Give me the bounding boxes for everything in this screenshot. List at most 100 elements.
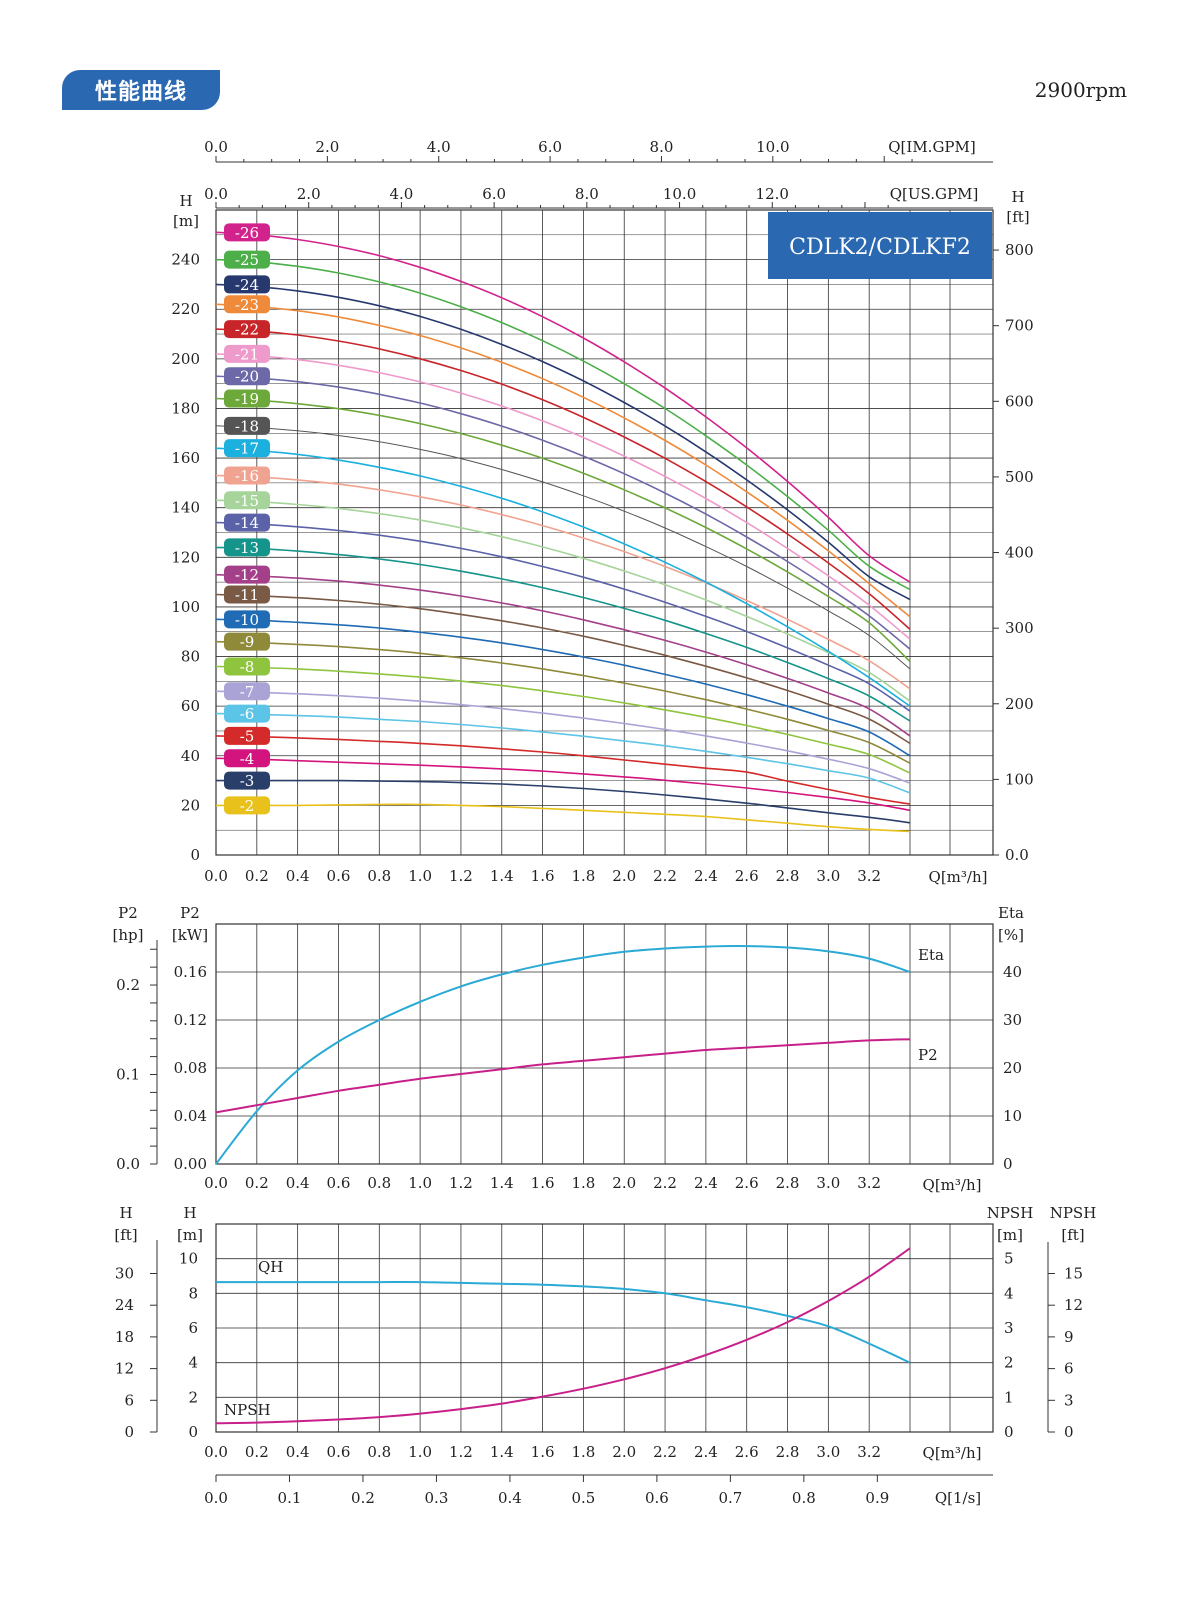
us-gpm-tick-label: 4.0 <box>389 185 413 203</box>
ls-tick-label: 0.1 <box>278 1489 302 1507</box>
hq-series-badge <box>224 657 270 676</box>
pe-x-tick-label: 3.0 <box>816 1174 840 1192</box>
hq-curve-m14 <box>215 521 911 712</box>
hq-series-badge <box>224 439 270 458</box>
np-hft-axis-unit: [ft] <box>114 1226 137 1244</box>
np-hft-tick-label: 0 <box>124 1423 134 1441</box>
ls-tick-label: 0.8 <box>792 1489 816 1507</box>
hq-y-tick-label: 100 <box>171 598 200 616</box>
hq-y-tick-label: 80 <box>181 648 200 666</box>
hq-y-axis-unit: [m] <box>173 212 199 230</box>
hq-curve-m6 <box>215 712 911 794</box>
hq-curve-m20 <box>215 375 911 650</box>
pe-eta-tick-label: 20 <box>1003 1059 1022 1077</box>
np-npsh-axis-unit: [m] <box>997 1226 1023 1244</box>
np-x-tick-label: 3.0 <box>816 1443 840 1461</box>
hq-series-badge <box>224 320 270 339</box>
model-label: CDLK2/CDLKF2 <box>789 235 971 260</box>
hq-x-tick-label: 1.0 <box>408 867 432 885</box>
np-h-tick-label: 8 <box>188 1284 198 1302</box>
ls-tick-label: 0.3 <box>425 1489 449 1507</box>
us-gpm-axis-label: Q[US.GPM] <box>890 185 979 203</box>
np-x-tick-label: 2.4 <box>694 1443 718 1461</box>
np-x-tick-label: 1.4 <box>490 1443 514 1461</box>
hq-series-label: -13 <box>235 539 259 557</box>
pe-x-tick-label: 1.0 <box>408 1174 432 1192</box>
np-x-tick-label: 1.6 <box>531 1443 555 1461</box>
pe-x-tick-label: 2.0 <box>612 1174 636 1192</box>
hq-series-badge <box>224 344 270 363</box>
npsh-curve <box>215 1247 911 1425</box>
np-npsh-tick-label: 0 <box>1004 1423 1014 1441</box>
np-npsh-tick-label: 3 <box>1004 1319 1014 1337</box>
ls-tick-label: 0.7 <box>718 1489 742 1507</box>
pe-eta-axis-unit: [%] <box>998 926 1024 944</box>
hq-series-badge <box>224 466 270 485</box>
hq-x-tick-label: 1.8 <box>571 867 595 885</box>
section-title: 性能曲线 <box>94 80 187 105</box>
us-gpm-tick-label: 2.0 <box>297 185 321 203</box>
hq-x-tick-label: 1.4 <box>490 867 514 885</box>
hq-series-label: -22 <box>235 321 259 339</box>
hq-y-tick-label: 220 <box>171 300 200 318</box>
ls-tick-label: 0.2 <box>351 1489 375 1507</box>
hq-y-axis-label: H <box>179 192 192 210</box>
hq-series-label: -16 <box>235 467 259 485</box>
hq-series-badge <box>224 682 270 701</box>
p2-series-label: P2 <box>918 1046 938 1064</box>
hq-curve-m5 <box>215 735 911 805</box>
pe-x-tick-label: 2.8 <box>776 1174 800 1192</box>
im-gpm-tick-label: 2.0 <box>315 138 339 156</box>
pe-eta-tick-label: 40 <box>1003 963 1022 981</box>
hq-series-badge <box>224 416 270 435</box>
hq-series-badge <box>224 223 270 242</box>
np-h-tick-label: 0 <box>188 1423 198 1441</box>
eta-curve <box>215 945 911 1165</box>
npsh-series-label: NPSH <box>224 1401 271 1419</box>
hq-series-badge <box>224 250 270 269</box>
hq-series-label: -10 <box>235 611 259 629</box>
pe-x-tick-label: 1.4 <box>490 1174 514 1192</box>
hq-series-badge <box>224 726 270 745</box>
hq-series-label: -4 <box>240 750 255 768</box>
np-hft-tick-label: 24 <box>115 1296 134 1314</box>
np-npshft-tick-label: 0 <box>1064 1423 1074 1441</box>
hq-series-label: -9 <box>240 633 255 651</box>
ls-tick-label: 0.5 <box>571 1489 595 1507</box>
hq-curve-m7 <box>215 690 911 784</box>
pe-eta-tick-label: 30 <box>1003 1011 1022 1029</box>
hq-ft-tick-label: 400 <box>1005 544 1034 562</box>
hq-x-tick-label: 0.8 <box>367 867 391 885</box>
hq-curve-m23 <box>215 303 911 618</box>
hq-series-badge <box>224 367 270 386</box>
im-gpm-tick-label: 0.0 <box>204 138 228 156</box>
us-gpm-tick-label: 8.0 <box>575 185 599 203</box>
np-x-tick-label: 1.0 <box>408 1443 432 1461</box>
pe-x-axis-label: Q[m³/h] <box>923 1176 982 1194</box>
hq-series-badge <box>224 610 270 629</box>
np-h-tick-label: 10 <box>179 1250 198 1268</box>
pe-x-tick-label: 2.4 <box>694 1174 718 1192</box>
hq-y-tick-label: 200 <box>171 350 200 368</box>
np-x-tick-label: 0.0 <box>204 1443 228 1461</box>
np-npsh-tick-label: 5 <box>1004 1250 1014 1268</box>
hq-ft-tick-label: 600 <box>1005 392 1034 410</box>
np-x-tick-label: 2.6 <box>735 1443 759 1461</box>
im-gpm-tick-label: 8.0 <box>650 138 674 156</box>
hq-curve-m26 <box>215 231 911 583</box>
hq-curve-m4 <box>215 757 911 812</box>
pe-hp-axis-label: P2 <box>118 904 138 922</box>
hq-ft-tick-label: 700 <box>1005 317 1034 335</box>
hq-series-label: -23 <box>235 296 259 314</box>
np-npsh-tick-label: 4 <box>1004 1284 1014 1302</box>
hq-ft-tick-label: 500 <box>1005 468 1034 486</box>
pe-eta-tick-label: 0 <box>1003 1155 1013 1173</box>
hq-y-tick-label: 20 <box>181 796 200 814</box>
hq-series-badge <box>224 275 270 294</box>
pe-x-tick-label: 2.2 <box>653 1174 677 1192</box>
hq-curve-m11 <box>215 593 911 745</box>
hq-series-badge <box>224 538 270 557</box>
hq-curve-m17 <box>215 447 911 707</box>
pe-kw-tick-label: 0.04 <box>174 1107 207 1125</box>
